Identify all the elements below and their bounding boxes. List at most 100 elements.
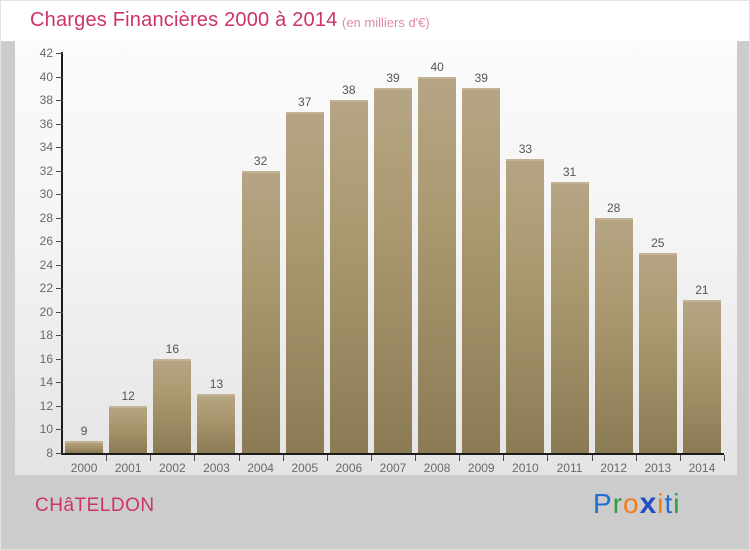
y-axis-label: 8	[46, 446, 53, 460]
bar-highlight	[418, 76, 457, 79]
x-axis-label: 2014	[688, 461, 716, 475]
bar-value-label: 32	[253, 153, 268, 168]
bar[interactable]	[329, 100, 368, 453]
logo-letter: P	[593, 488, 613, 519]
y-axis-label: 32	[39, 163, 53, 178]
chart-subtitle: (en milliers d'€)	[342, 15, 430, 30]
bar-highlight	[329, 100, 368, 103]
y-axis-label: 12	[39, 398, 53, 413]
chart-footer: CHâTELDON Proxiti	[1, 475, 749, 549]
x-axis-label: 2006	[335, 461, 363, 475]
bar[interactable]	[65, 441, 104, 453]
y-axis-tick	[56, 123, 63, 125]
bar-value-label: 31	[562, 165, 577, 180]
y-axis-label: 30	[39, 187, 53, 202]
x-axis-tick	[415, 455, 416, 461]
y-axis-tick	[56, 194, 63, 196]
x-axis-label: 2003	[203, 461, 230, 475]
bar[interactable]	[109, 405, 148, 453]
bar-highlight	[462, 88, 501, 91]
bar-highlight	[197, 394, 236, 397]
y-axis-label: 18	[39, 328, 53, 343]
y-axis-label: 36	[39, 116, 53, 131]
x-axis-line	[61, 453, 724, 455]
bar-highlight	[550, 182, 589, 185]
bar[interactable]	[550, 182, 589, 453]
bar[interactable]	[241, 170, 280, 453]
bar[interactable]	[418, 76, 457, 453]
y-axis-tick	[56, 335, 63, 337]
x-axis-tick	[194, 455, 195, 461]
bar[interactable]	[462, 88, 501, 453]
place-name: CHâTELDON	[35, 495, 155, 516]
bar[interactable]	[285, 111, 324, 453]
logo-letter: i	[673, 488, 681, 519]
y-axis-tick	[56, 358, 63, 360]
chart-header: Charges Financières 2000 à 2014 (en mill…	[1, 1, 749, 41]
y-axis-label: 40	[39, 69, 53, 84]
bar-highlight	[506, 158, 545, 161]
bar-highlight	[153, 358, 192, 361]
y-axis-label: 38	[39, 93, 53, 108]
bar-highlight	[594, 217, 633, 220]
y-axis-tick	[56, 382, 63, 384]
x-axis-label: 2008	[423, 461, 451, 475]
x-axis-label: 2010	[512, 461, 539, 475]
x-axis-label: 2009	[467, 461, 495, 475]
x-axis-tick	[371, 455, 372, 461]
bar-value-label: 40	[430, 59, 444, 74]
y-axis-tick	[56, 264, 63, 266]
bar[interactable]	[638, 253, 677, 453]
y-axis-tick	[56, 429, 63, 431]
bar-value-label: 13	[209, 377, 224, 392]
x-axis-label: 2001	[114, 461, 142, 475]
y-axis-tick	[56, 53, 63, 54]
bar[interactable]	[374, 88, 412, 453]
plot-frame: 8 10 12 14 16 18 20 22 24 26 28 30 32 34 36 38 40 42 2000…	[15, 41, 737, 475]
x-axis-label: 2004	[247, 461, 274, 475]
y-axis-line	[61, 52, 63, 455]
x-axis-tick	[592, 455, 593, 461]
x-axis-tick	[239, 455, 240, 461]
x-axis-tick	[680, 455, 681, 461]
bar-value-label: 12	[121, 388, 135, 403]
logo-letter: r	[612, 488, 624, 519]
logo-letter: x	[639, 487, 658, 520]
bar[interactable]	[153, 358, 192, 453]
y-axis-label: 28	[39, 210, 53, 225]
logo-letter: o	[623, 488, 640, 519]
bar-value-label: 9	[80, 424, 88, 439]
y-axis-tick	[56, 217, 63, 219]
x-axis-label: 2005	[291, 461, 319, 475]
bar-value-label: 37	[298, 94, 312, 109]
x-axis-tick	[106, 455, 107, 461]
bar-highlight	[638, 253, 677, 255]
logo-letter: t	[664, 488, 674, 519]
bar[interactable]	[594, 217, 633, 453]
x-axis-label: 2011	[556, 461, 583, 475]
y-axis-tick	[56, 288, 63, 290]
bar-value-label: 28	[606, 200, 621, 215]
x-axis-label: 2012	[600, 461, 627, 475]
y-axis-tick	[56, 405, 63, 407]
y-axis-tick	[56, 170, 63, 172]
bar[interactable]	[682, 300, 721, 453]
x-axis-tick	[283, 455, 284, 461]
bar[interactable]	[197, 394, 236, 453]
x-axis-tick	[636, 455, 637, 461]
y-axis-tick	[56, 241, 63, 243]
bar-highlight	[241, 170, 280, 173]
x-axis-label: 2007	[379, 461, 407, 475]
bar-value-label: 39	[474, 71, 488, 86]
x-axis-tick	[459, 455, 460, 461]
bar[interactable]	[506, 158, 545, 453]
x-axis-tick	[547, 455, 548, 461]
bar-value-label: 33	[518, 141, 533, 156]
x-axis-tick	[724, 455, 725, 461]
proxiti-logo: Proxiti	[593, 489, 681, 519]
y-axis-tick	[56, 311, 63, 313]
bar-value-label: 21	[695, 283, 709, 298]
bar-highlight	[682, 300, 721, 303]
bar-value-label: 16	[165, 341, 179, 356]
